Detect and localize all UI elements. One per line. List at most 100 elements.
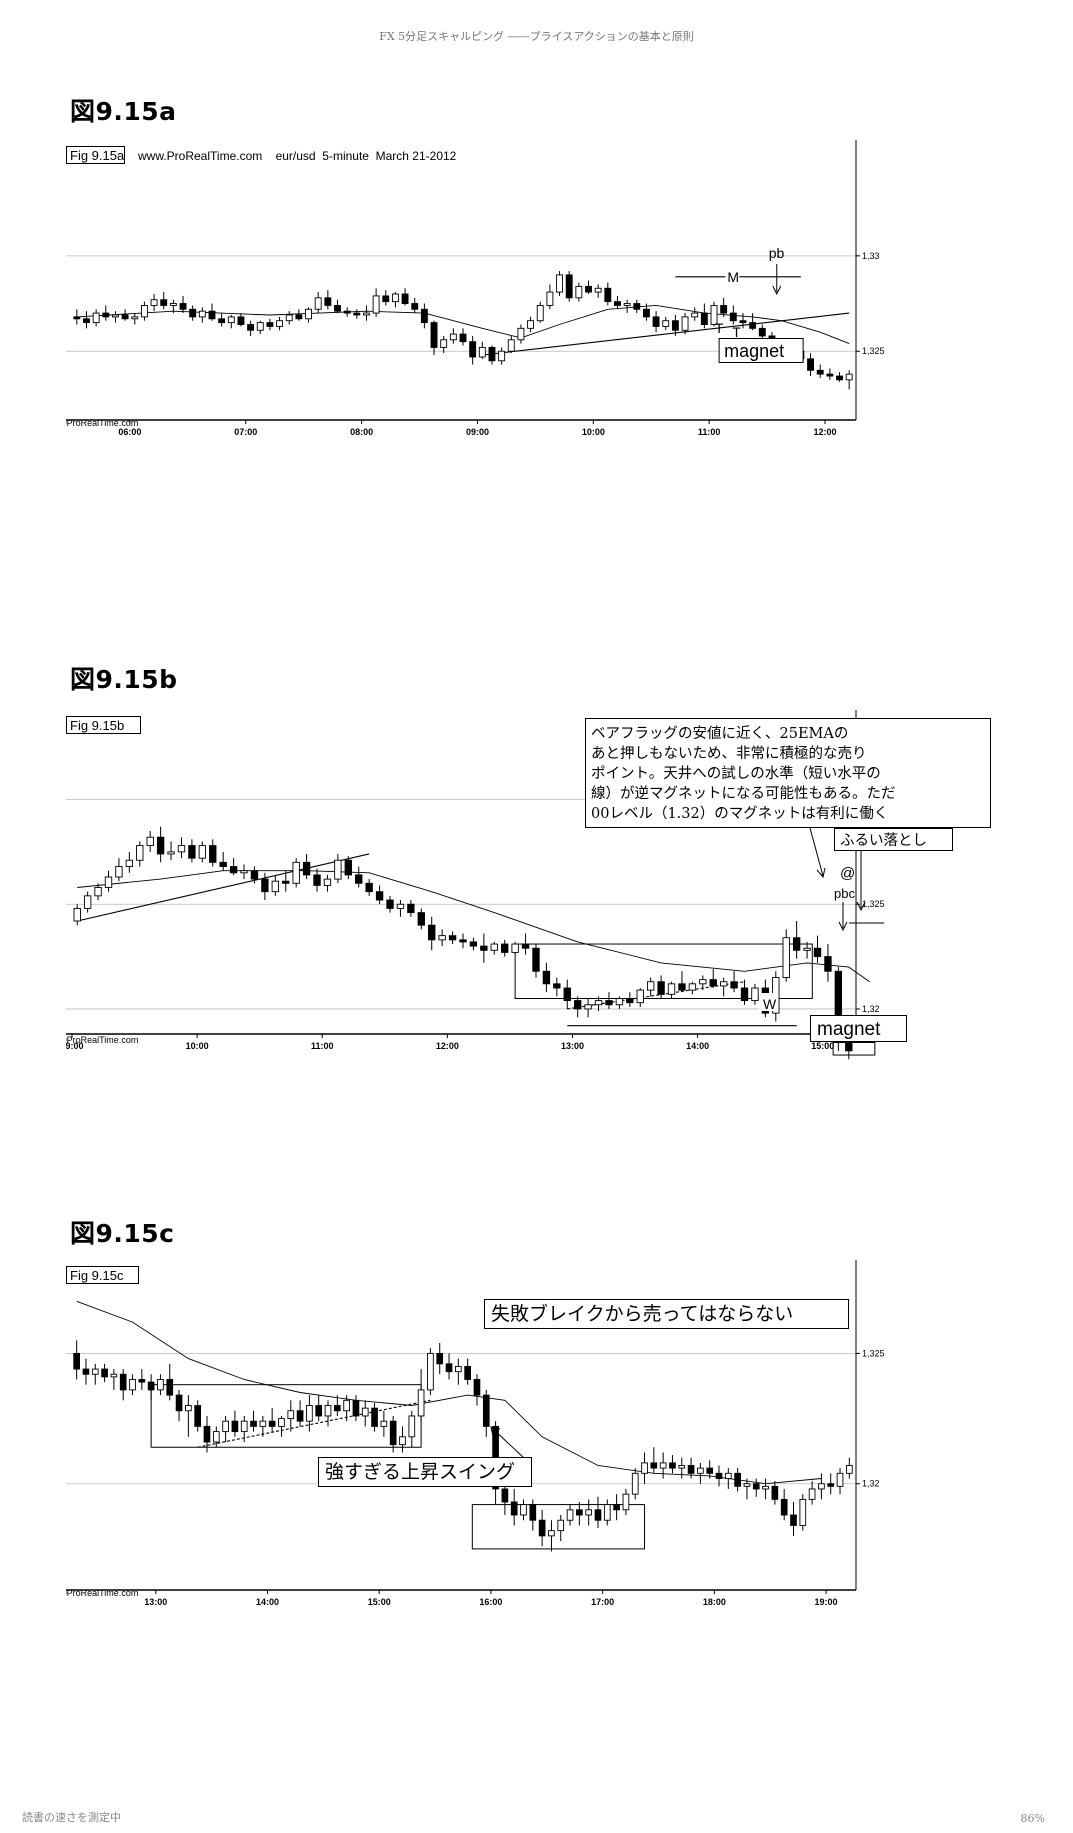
chart-b-candle-body [344, 859, 352, 876]
chart-a-candle-body [411, 303, 419, 310]
chart-c-ytick-label: 1,325 [862, 1348, 885, 1358]
chart-b-ytick-label: 1,32 [862, 1004, 880, 1014]
chart-b-candle-body [740, 987, 749, 1002]
chart-c-candle-body [576, 1509, 583, 1516]
chart-a-candle-body [681, 316, 689, 331]
chart-b-candle-body [261, 878, 269, 893]
chart-c-candle-body [343, 1399, 350, 1412]
chart-c-candle-body [82, 1368, 90, 1375]
chart-b-candle-body [83, 895, 92, 909]
chart-c-swing-arrow-head [490, 1426, 501, 1437]
chart-b-candle-body [626, 998, 634, 1004]
chart-c-xtick-label: 16:00 [479, 1597, 502, 1607]
chart-b-candle-body [167, 851, 175, 855]
chart-a-svg: 1,33 1,325 06:00 07:00 08:00 09:00 10:00 11:00 1… [66, 140, 885, 437]
chart-c-candle-body [259, 1420, 267, 1427]
chart-a-t-label: T [715, 320, 724, 336]
chart-a-candle-body [546, 291, 554, 306]
chart-c-candle-body [389, 1420, 397, 1446]
chart-c-xtick-label: 13:00 [144, 1597, 167, 1607]
chart-c-candle-body [306, 1405, 313, 1422]
chart-a-candle-body [836, 375, 843, 381]
chart-a-candle-body [710, 304, 718, 325]
chart-b-xtick-label: 14:00 [686, 1041, 709, 1051]
chart-c-candle-body [166, 1379, 174, 1396]
chart-b-candle-body [292, 861, 300, 884]
chart-a-candle-body [585, 285, 592, 293]
chart-a-xtick-label: 09:00 [466, 427, 489, 437]
chart-c-candle-body [119, 1373, 127, 1391]
chart-b-candle-body [125, 859, 134, 867]
chart-b-note-box [585, 718, 991, 828]
chart-b-pbc-arrow-head [838, 921, 848, 932]
figure-c-heading: 図9.15c [70, 1219, 175, 1248]
chart-c-candle-body [808, 1488, 816, 1500]
chart-a-candle-body [604, 287, 612, 303]
chart-b-w-label-bg [759, 993, 777, 1011]
chart-c-candle-body [464, 1365, 471, 1380]
chart-b-candle-body [302, 861, 311, 876]
chart-a-candle-body [372, 295, 380, 314]
chart-c-candle-body [417, 1389, 425, 1417]
chart-c-candle-body [594, 1509, 602, 1521]
chart-b-candle-body [532, 947, 540, 972]
figure-b-heading: 図9.15b [70, 665, 178, 694]
chart-b-candle-body [386, 899, 394, 909]
chart-b-candle-body [73, 907, 81, 922]
chart-a-candle-body [469, 341, 477, 358]
chart-b-note-line-5: 00レベル（1.32）のマグネットは有利に働く [591, 805, 888, 822]
chart-b-candle-body [177, 845, 186, 853]
chart-c-candle-body [771, 1485, 779, 1500]
chart-a-candle-body [623, 303, 631, 306]
chart-c-candle-body [91, 1368, 99, 1375]
chart-c-candle-body [333, 1405, 341, 1412]
chart-c-candle-body [557, 1519, 565, 1532]
chart-b-note-arrow-head [816, 867, 826, 879]
chart-c-tag: Fig 9.15c [70, 1268, 124, 1283]
chart-c-candle-body [743, 1483, 751, 1487]
chart-c-candle-body [818, 1483, 825, 1490]
chart-a-candle-body [256, 322, 264, 331]
chart-c-candle-body [566, 1509, 574, 1521]
chart-c-candle-body [501, 1488, 509, 1503]
chart-a-candle-body [112, 314, 119, 318]
chart-c-candle-body [790, 1514, 797, 1526]
chart-a-candle-body [575, 285, 583, 299]
chart-a-candle-body [633, 303, 641, 310]
chart-c-candle-body [101, 1368, 108, 1378]
chart-c-candle-body [371, 1407, 378, 1427]
chart-b-candle-body [792, 937, 801, 951]
chart-b-candle-body [282, 880, 290, 884]
chart-b-candle-body [688, 983, 697, 991]
chart-a-candle-body [498, 350, 506, 362]
chart-a-candle-body [729, 312, 737, 322]
chart-b-shakeout-arrow-head [856, 901, 866, 912]
chart-c-candle-body [73, 1352, 80, 1370]
chart-b-watermark: ©ProRealTime.com [66, 1035, 138, 1045]
chart-b-candle-body [480, 945, 488, 951]
chart-a-candle-body [102, 312, 110, 318]
chart-a-candle-body [391, 293, 399, 303]
chart-c-strong-swing-label: 強すぎる上昇スイング [325, 1461, 515, 1483]
chart-c-candle-body [631, 1472, 639, 1495]
chart-b-candle-body [803, 947, 811, 951]
chart-a-xtick-label: 10:00 [582, 427, 605, 437]
chart-c-candle-body [538, 1519, 546, 1537]
chart-a-candle-body [691, 312, 699, 318]
chart-c-candle-body [194, 1405, 202, 1427]
chart-a-candle-body [700, 312, 708, 325]
chart-a-t-label: T [732, 324, 741, 340]
chart-a-info: www.ProRealTime.com eur/usd 5-minute Mar… [137, 149, 457, 163]
progress-percent: 86% [1020, 1812, 1045, 1825]
chart-b-w-label: W [763, 996, 777, 1012]
chart-b-candle-body [501, 943, 509, 953]
chart-c-candle-body [622, 1493, 630, 1511]
chart-b-candle-body [448, 935, 457, 941]
chart-a-xtick-label: 12:00 [814, 427, 837, 437]
chart-a-pb-arrow-head [772, 285, 782, 296]
chart-b-tag-box [66, 716, 141, 734]
chart-b-candle-body [198, 845, 207, 859]
chart-b-candle-body [730, 981, 738, 989]
chart-b-candle-body [313, 874, 321, 886]
chart-a-candle-body [720, 304, 728, 314]
